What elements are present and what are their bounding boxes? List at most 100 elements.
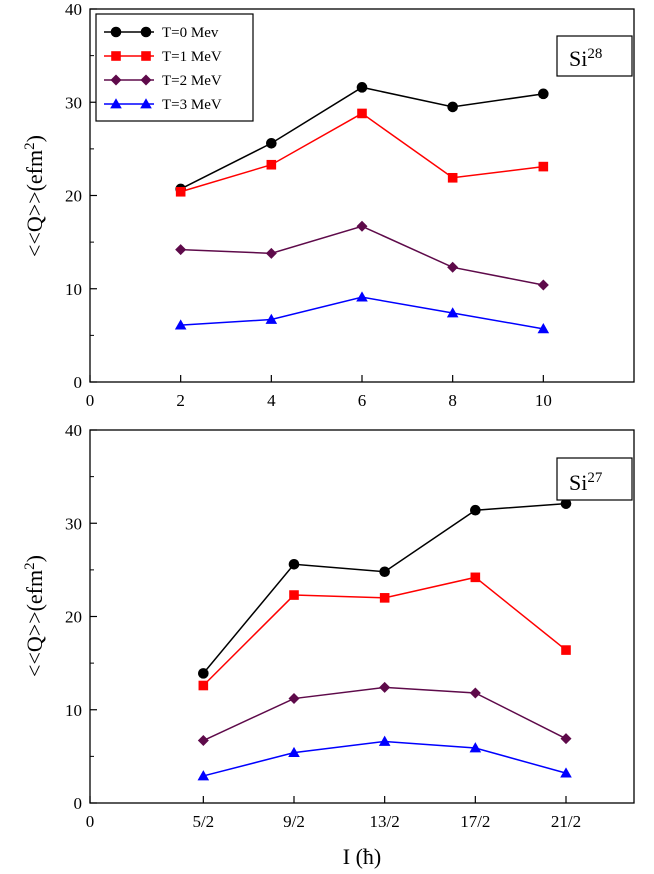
y-tick-label: 0 [74, 373, 83, 392]
x-axis-title: I (ħ) [343, 844, 381, 869]
y-axis-title-main: <<Q>>(efm [22, 150, 47, 257]
x-tick-label: 10 [535, 391, 552, 410]
data-point [469, 742, 482, 753]
data-point [198, 680, 209, 691]
series-group [197, 498, 572, 781]
x-tick-label: 5/2 [192, 812, 214, 831]
nucleus-mass: 27 [587, 470, 603, 486]
data-point [537, 323, 550, 334]
series-line [203, 740, 567, 777]
series-line [202, 502, 567, 674]
data-point [379, 566, 390, 578]
y-tick-label: 30 [65, 93, 82, 112]
axes: 0 10 20 30 40 0 2 4 6 8 10 [65, 0, 552, 410]
x-tick-label: 4 [267, 391, 276, 410]
y-tick-label: 10 [65, 280, 82, 299]
data-point [379, 681, 391, 693]
nucleus-mass: 28 [587, 46, 602, 62]
data-point [378, 735, 391, 746]
series-t-2-mev [197, 681, 572, 747]
data-point [470, 504, 481, 516]
series-t-0-mev [198, 498, 572, 679]
y-tick-label: 0 [74, 794, 83, 813]
x-tick-label: 8 [448, 391, 457, 410]
legend-entry: T=2 MeV [104, 73, 222, 89]
series-line [180, 112, 544, 193]
series-t-1-mev [198, 572, 571, 691]
y-tick-label: 20 [65, 608, 82, 627]
y-axis-title: <<Q>>(efm2) [22, 135, 47, 257]
y-axis-title: <<Q>>(efm2) [22, 555, 47, 677]
legend-entry: T=3 MeV [104, 97, 222, 113]
y-tick-label: 30 [65, 514, 82, 533]
data-point [446, 307, 459, 318]
data-point [288, 558, 300, 570]
y-axis-title-close: ) [22, 135, 47, 142]
x-tick-label: 6 [358, 391, 367, 410]
x-tick-label: 17/2 [460, 812, 490, 831]
panel-si27: 0 10 20 30 40 0 5/2 9/2 13/2 17/2 21/2 <<Q>>(efm2)… [22, 421, 635, 869]
series-t-1-mev [175, 108, 549, 197]
data-point [266, 137, 277, 149]
data-point [561, 645, 571, 655]
data-point [357, 108, 367, 119]
data-point [175, 186, 186, 197]
legend-marker [110, 98, 122, 109]
data-point [538, 88, 549, 100]
nucleus-label: Si27 [556, 457, 633, 501]
legend-label: T=3 MeV [162, 97, 222, 113]
legend-marker [110, 74, 122, 86]
legend-marker [141, 51, 151, 61]
data-point [537, 279, 549, 291]
legend-entry: T=1 MeV [104, 49, 222, 65]
data-point [265, 247, 277, 259]
nucleus-label-text: Si27 [569, 470, 603, 495]
plot-frame [89, 429, 635, 804]
data-point [288, 693, 300, 705]
data-point [174, 319, 187, 330]
legend-marker [140, 26, 152, 38]
nucleus-symbol: Si [569, 470, 587, 495]
y-tick-label: 20 [65, 187, 82, 206]
data-point [560, 733, 572, 745]
y-tick-label: 40 [65, 421, 82, 440]
x-tick-label: 13/2 [370, 812, 400, 831]
x-tick-label: 0 [86, 391, 95, 410]
legend-entry: T=0 Mev [104, 25, 219, 41]
data-point [289, 590, 299, 600]
series-t-3-mev [174, 291, 550, 334]
x-tick-label: 9/2 [283, 812, 305, 831]
data-point [266, 159, 277, 170]
series-line [180, 225, 544, 286]
legend-label: T=0 Mev [162, 25, 219, 41]
series-group [174, 82, 550, 334]
data-point [447, 261, 459, 273]
data-point [197, 770, 210, 781]
legend-marker [140, 98, 152, 109]
series-t-2-mev [175, 220, 549, 291]
nucleus-label-text: Si28 [569, 46, 602, 71]
legend: T=0 Mev T=1 MeV T=2 MeV T=3 MeV [95, 13, 254, 122]
data-point [447, 172, 458, 183]
data-point [560, 498, 572, 509]
y-axis-title-sup: 2 [22, 562, 38, 570]
data-point [379, 593, 390, 603]
data-point [470, 572, 481, 583]
nucleus-label-box [556, 457, 633, 501]
data-point [447, 101, 458, 113]
nucleus-label: Si28 [556, 35, 633, 77]
data-point [538, 161, 549, 172]
data-point [469, 687, 481, 699]
nucleus-symbol: Si [569, 46, 587, 71]
legend-label: T=2 MeV [162, 73, 222, 89]
x-tick-label: 0 [86, 812, 95, 831]
data-point [560, 767, 572, 778]
y-axis-title-close: ) [22, 555, 47, 562]
y-axis-title-main: <<Q>>(efm [22, 570, 47, 677]
legend-label: T=1 MeV [162, 49, 222, 65]
data-point [356, 82, 368, 93]
data-point [198, 668, 209, 679]
series-t-3-mev [197, 735, 572, 781]
data-point [356, 291, 368, 302]
